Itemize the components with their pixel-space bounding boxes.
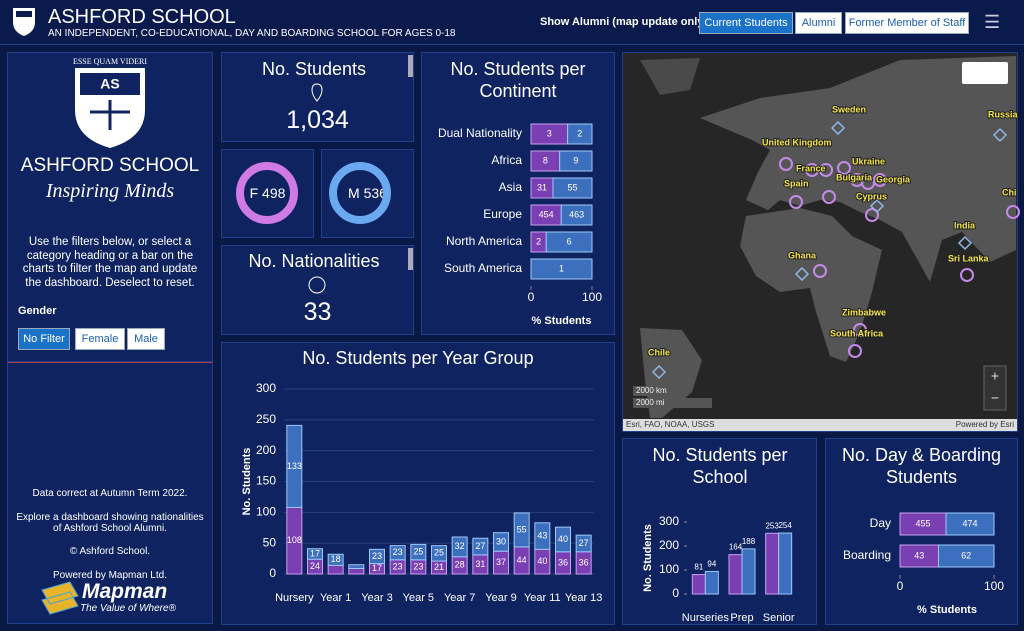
crest-motto: ESSE QUAM VIDERI	[72, 57, 148, 66]
data-note: Data correct at Autumn Term 2022.	[32, 488, 188, 499]
filter-button[interactable]: No Filter	[18, 328, 70, 350]
brand: Mapman	[82, 580, 168, 603]
header-title: ASHFORD SCHOOL	[48, 6, 236, 28]
kpi-value: 1,034	[286, 106, 349, 134]
chart-panel	[221, 342, 615, 625]
kpi-title: No. Students	[261, 59, 367, 79]
menu-button[interactable]: ☰	[984, 12, 1001, 32]
tab[interactable]: Former Member of Staff	[845, 12, 969, 34]
powered-by: Powered by Mapman Ltd.	[53, 570, 167, 581]
tagline: Inspiring Minds	[45, 180, 175, 202]
tab[interactable]: Alumni	[795, 12, 842, 34]
header-subtitle: AN INDEPENDENT, CO-EDUCATIONAL, DAY AND …	[48, 28, 456, 39]
gender-label: Gender	[18, 305, 57, 317]
chart-title[interactable]: No. Students per School	[652, 445, 788, 487]
male-count: M 536	[348, 185, 387, 201]
explore-note[interactable]: Explore a dashboard showing nationalitie…	[16, 512, 204, 534]
brand-tagline: The Value of Where®	[80, 603, 176, 614]
female-count: F 498	[249, 185, 286, 201]
filter-button[interactable]: Female	[75, 328, 125, 350]
instructions: Use the filters below, or select a categ…	[22, 236, 198, 289]
copyright: © Ashford School.	[69, 546, 151, 557]
alumni-toggle[interactable]: Show Alumni (map update only)	[540, 16, 708, 28]
kpi-title: No. Nationalities	[248, 251, 380, 271]
map-panel[interactable]	[622, 52, 1018, 432]
chart-title[interactable]: No. Students per Year Group	[302, 348, 534, 368]
chart-title[interactable]: No. Day & Boarding Students	[841, 445, 1002, 487]
chart-title[interactable]: No. Students per Continent	[450, 59, 586, 101]
filter-button[interactable]: Male	[127, 328, 165, 350]
kpi-value: 33	[303, 298, 332, 326]
tab[interactable]: Current Students	[699, 12, 793, 34]
sidebar-bottom	[7, 362, 213, 624]
school-name: ASHFORD SCHOOL	[20, 155, 200, 176]
